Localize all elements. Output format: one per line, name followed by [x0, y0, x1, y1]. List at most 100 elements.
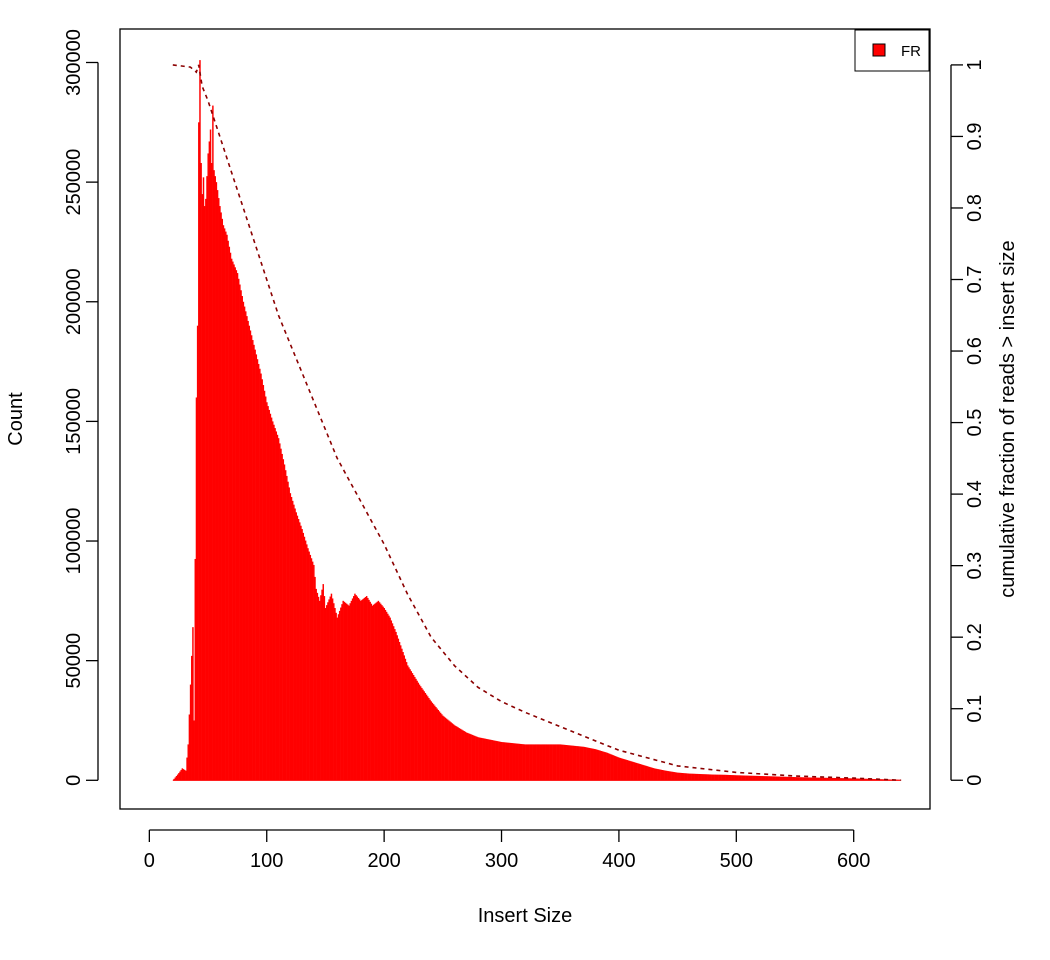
histogram-bar [262, 385, 265, 781]
histogram-bar [682, 773, 685, 781]
histogram-bar [731, 775, 733, 781]
histogram-bar [438, 711, 441, 781]
y-tick-label: 200000 [63, 268, 85, 335]
histogram-bar [254, 349, 256, 781]
y2-tick-label: 0.1 [964, 695, 986, 723]
histogram-bars [172, 60, 902, 781]
histogram-bar [611, 754, 613, 781]
histogram-bar [833, 777, 835, 781]
histogram-bar [700, 774, 702, 781]
histogram-bar [502, 742, 504, 781]
histogram-bar [464, 731, 467, 781]
histogram-bar [492, 740, 495, 781]
histogram-bar [673, 772, 675, 781]
histogram-bar [561, 744, 564, 781]
histogram-bar [208, 141, 211, 781]
histogram-bar [756, 775, 759, 781]
histogram-bar [469, 733, 471, 781]
histogram-bar [547, 744, 550, 781]
histogram-bar [549, 744, 551, 781]
histogram-bar [808, 777, 810, 781]
histogram-bar [214, 176, 216, 781]
histogram-bar [597, 749, 599, 781]
histogram-bar [463, 731, 465, 781]
histogram-bar [766, 776, 768, 781]
histogram-bar [659, 769, 661, 781]
histogram-bar [504, 742, 506, 781]
histogram-bar [572, 745, 575, 781]
histogram-bar [617, 757, 619, 781]
histogram-bar [557, 744, 559, 781]
histogram-bar [874, 779, 876, 781]
histogram-bar [866, 778, 868, 781]
histogram-bar [618, 757, 620, 781]
histogram-bar [821, 777, 823, 781]
histogram-bar [324, 608, 327, 781]
histogram-bar [237, 278, 240, 781]
histogram-bar [770, 776, 773, 781]
histogram-bar [678, 772, 680, 781]
histogram-bar [287, 481, 289, 781]
histogram-bar [261, 379, 263, 781]
histogram-bar [846, 778, 848, 781]
histogram-bar [206, 176, 208, 781]
histogram-bar [848, 778, 850, 781]
histogram-bar [496, 741, 498, 781]
histogram-bar [758, 775, 760, 781]
histogram-bar [829, 777, 832, 781]
histogram-bar [308, 551, 310, 781]
histogram-bar [255, 354, 258, 781]
y-tick-label: 300000 [63, 29, 85, 96]
y2-tick-label: 0.3 [964, 552, 986, 580]
histogram-bar [732, 775, 734, 781]
histogram-bar [523, 744, 525, 781]
histogram-bar [520, 744, 523, 781]
histogram-bar [421, 687, 423, 781]
histogram-bar [745, 775, 747, 781]
histogram-bar [584, 747, 586, 781]
histogram-bar [403, 655, 405, 781]
histogram-bar [864, 778, 867, 781]
histogram-bar [828, 777, 830, 781]
histogram-bar [354, 593, 356, 781]
histogram-bar [827, 777, 829, 781]
histogram-bar [480, 737, 483, 781]
histogram-bar [507, 742, 510, 781]
histogram-bar [219, 206, 221, 781]
histogram-bar [601, 751, 604, 781]
histogram-bar [578, 746, 580, 781]
y2-tick-label: 1 [964, 59, 986, 70]
histogram-bar [594, 749, 597, 781]
histogram-bar [241, 296, 243, 781]
histogram-bar [245, 311, 247, 781]
histogram-bar [227, 240, 229, 781]
histogram-bar [530, 744, 532, 781]
histogram-bar [323, 596, 326, 781]
y-tick-label: 0 [63, 775, 85, 786]
histogram-bar [529, 744, 531, 781]
histogram-bar [194, 558, 197, 781]
histogram-bar [546, 744, 549, 781]
histogram-bar [221, 218, 224, 781]
histogram-bar [253, 344, 255, 781]
y2-tick-label: 0.8 [964, 194, 986, 222]
histogram-bar [385, 611, 388, 781]
histogram-bar [410, 671, 413, 781]
histogram-bar [626, 760, 629, 781]
y-axis-left: 0 50000 100000 150000 200000 250000 300000 [63, 29, 99, 786]
histogram-bar [484, 738, 486, 781]
histogram-bar [628, 760, 631, 781]
histogram-bar [306, 544, 308, 781]
histogram-bar [725, 774, 727, 781]
histogram-bar [702, 774, 705, 781]
histogram-bar [752, 775, 754, 781]
histogram-bar [304, 540, 307, 781]
histogram-bar [313, 564, 315, 781]
histogram-bar [524, 744, 526, 781]
histogram-bar [277, 438, 280, 781]
histogram-bar [672, 771, 674, 781]
histogram-bar [651, 767, 653, 781]
histogram-bar [734, 775, 737, 781]
histogram-bar [389, 617, 391, 781]
histogram-bar [660, 769, 663, 781]
